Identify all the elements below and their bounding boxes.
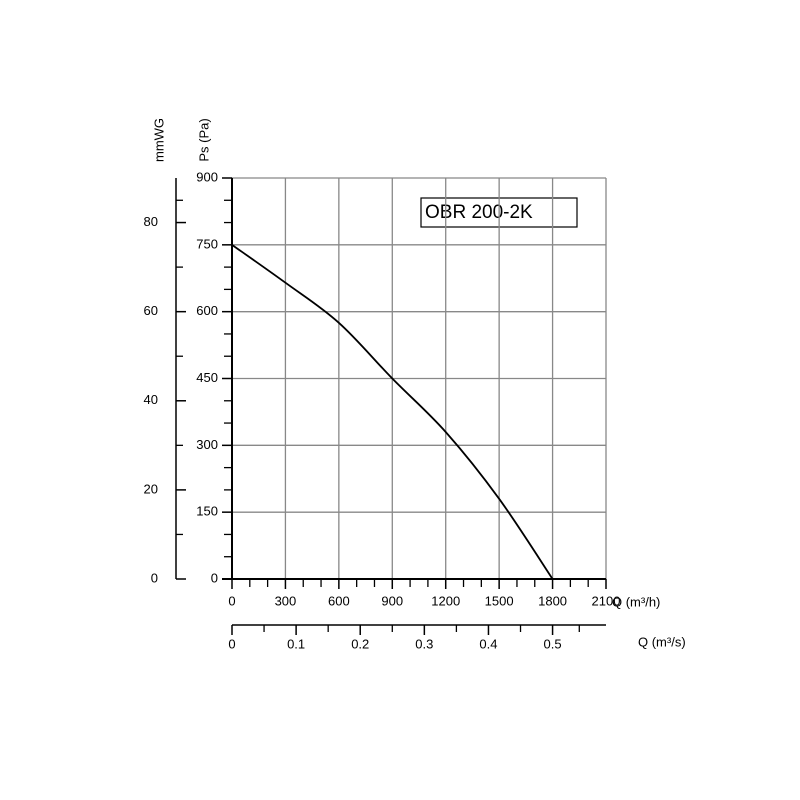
y-tick-label: 0 [211,570,218,585]
y2-tick-label: 0 [151,570,158,585]
x2-tick-label: 0.5 [544,636,562,651]
y2-axis-label: mmWG [151,118,166,162]
y-tick-label: 900 [196,169,218,184]
x2-tick-label: 0.2 [351,636,369,651]
x2-tick-label: 0.4 [479,636,497,651]
y-tick-label: 600 [196,303,218,318]
curve [231,244,554,580]
legend-label: OBR 200-2K [425,202,533,223]
y-axis-label: Ps (Pa) [196,118,211,161]
x-axis-label: Q (m³/h) [612,594,660,609]
x2-axis-label: Q (m³/s) [638,634,686,649]
y-tick-label: 750 [196,236,218,251]
y-tick-label: 150 [196,504,218,519]
y-tick-label: 300 [196,437,218,452]
x-tick-label: 1500 [485,593,514,608]
x-tick-label: 1800 [538,593,567,608]
x2-tick-label: 0.1 [287,636,305,651]
y2-tick-label: 60 [144,303,158,318]
x2-tick-label: 0.3 [415,636,433,651]
x-tick-label: 1200 [431,593,460,608]
x-tick-label: 0 [228,593,235,608]
x-tick-label: 900 [381,593,403,608]
y-tick-label: 450 [196,370,218,385]
x2-tick-label: 0 [228,636,235,651]
y2-tick-label: 80 [144,214,158,229]
x-tick-label: 600 [328,593,350,608]
y2-tick-label: 40 [144,392,158,407]
x-tick-label: 2100 [592,593,621,608]
x-tick-label: 300 [275,593,297,608]
y2-tick-label: 20 [144,481,158,496]
